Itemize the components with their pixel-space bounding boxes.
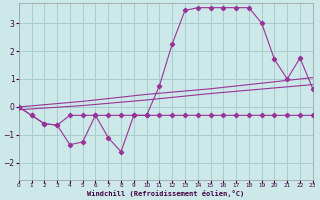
- X-axis label: Windchill (Refroidissement éolien,°C): Windchill (Refroidissement éolien,°C): [87, 190, 244, 197]
